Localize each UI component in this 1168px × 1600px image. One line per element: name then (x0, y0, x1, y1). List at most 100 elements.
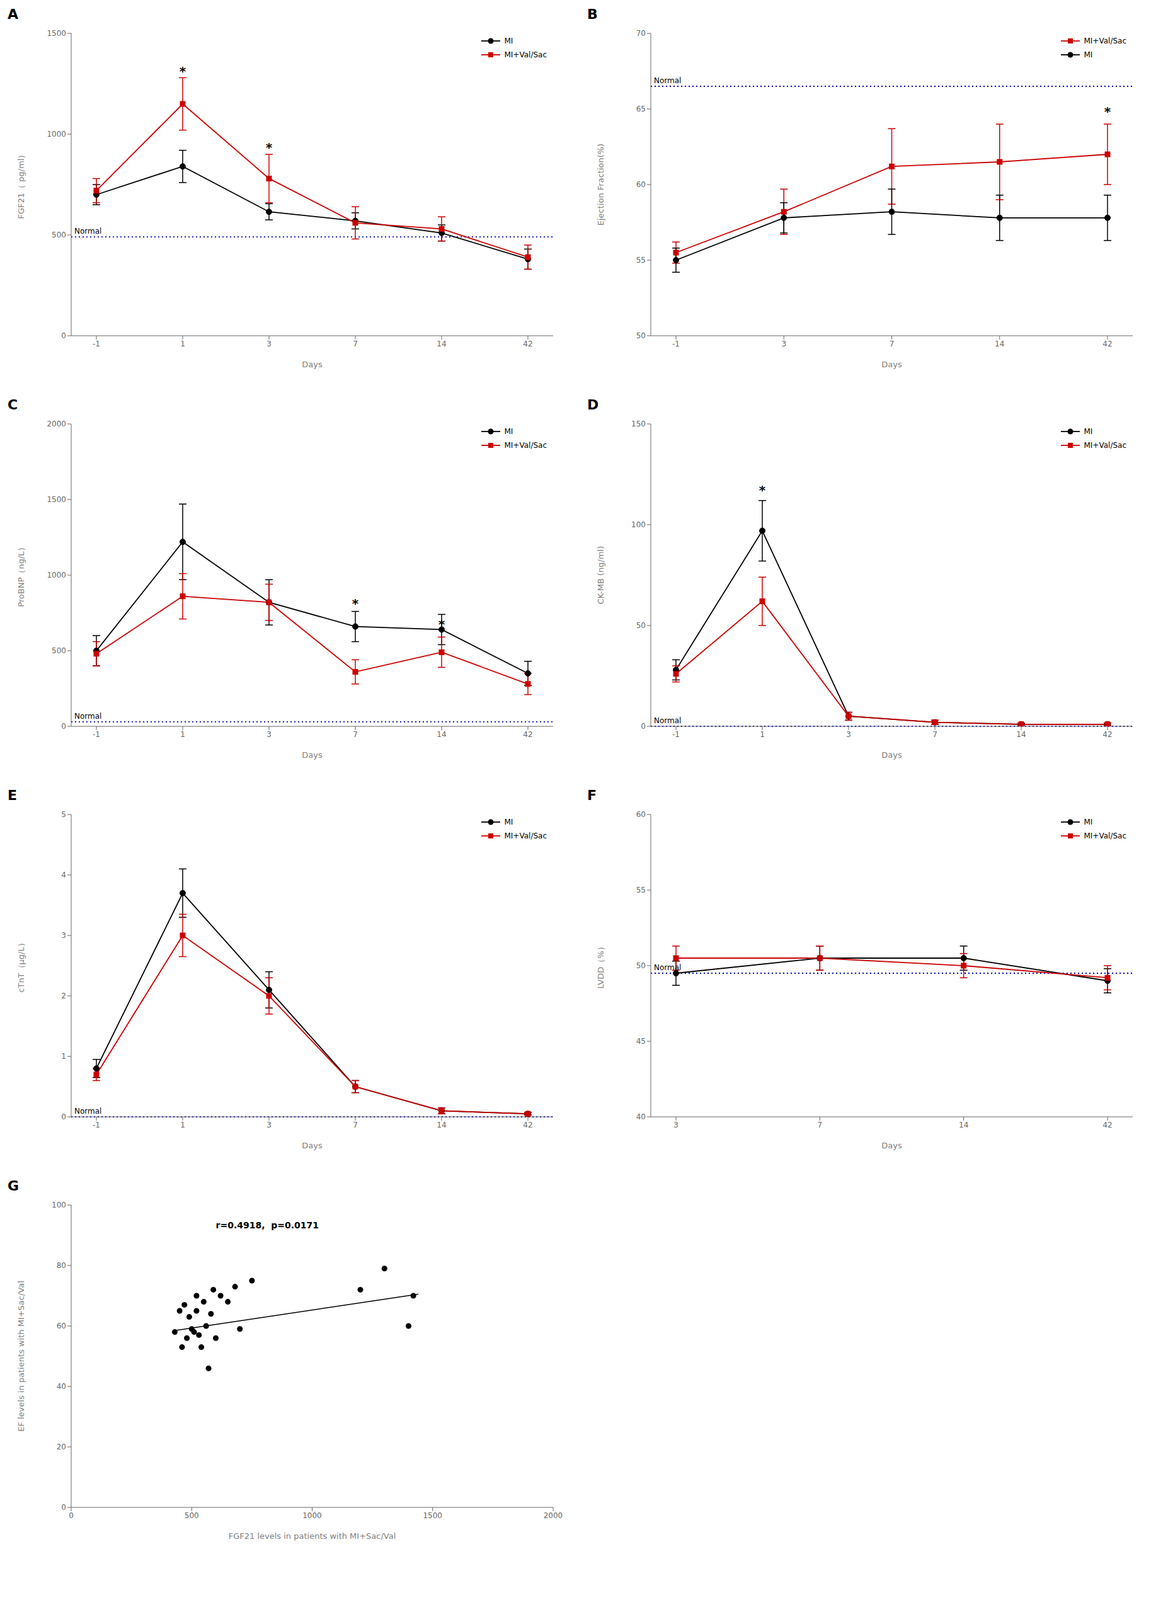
svg-text:1500: 1500 (46, 28, 67, 38)
svg-text:42: 42 (522, 1120, 533, 1130)
svg-text:1: 1 (61, 1052, 67, 1061)
svg-text:60: 60 (636, 810, 646, 819)
svg-text:3: 3 (781, 339, 787, 349)
svg-text:150: 150 (631, 419, 646, 429)
svg-text:LVDD（%）: LVDD（%） (595, 942, 606, 989)
svg-text:45: 45 (636, 1036, 646, 1046)
svg-text:CK-MB (ng/ml): CK-MB (ng/ml) (595, 546, 606, 605)
svg-text:14: 14 (436, 339, 447, 349)
svg-text:40: 40 (56, 1382, 67, 1392)
svg-text:1000: 1000 (46, 129, 67, 139)
svg-text:0: 0 (61, 331, 67, 341)
svg-text:2: 2 (61, 991, 67, 1001)
svg-text:14: 14 (1016, 730, 1026, 739)
svg-text:1500: 1500 (422, 1511, 443, 1521)
svg-text:2000: 2000 (46, 419, 67, 429)
svg-text:EF levels in patients with MI+: EF levels in patients with MI+Sac/Val (16, 1280, 26, 1432)
svg-text:1: 1 (759, 730, 765, 739)
svg-text:*: * (265, 139, 273, 155)
svg-text:3: 3 (673, 1120, 679, 1130)
svg-text:*: * (352, 595, 360, 612)
svg-text:14: 14 (958, 1120, 969, 1130)
svg-text:2000: 2000 (543, 1511, 564, 1521)
svg-text:1: 1 (180, 339, 186, 349)
svg-text:*: * (1104, 103, 1112, 120)
svg-text:FGF21 levels in patients with: FGF21 levels in patients with MI+Sac/Val (228, 1531, 397, 1541)
svg-text:65: 65 (636, 104, 646, 114)
svg-text:7: 7 (352, 730, 358, 739)
svg-text:Normal: Normal (653, 76, 682, 86)
svg-text:Normal: Normal (653, 963, 682, 973)
svg-text:42: 42 (1102, 339, 1112, 349)
svg-text:0: 0 (640, 721, 646, 731)
svg-text:3: 3 (846, 730, 852, 739)
svg-text:20: 20 (56, 1442, 67, 1452)
svg-text:ProBNP（ng/L）: ProBNP（ng/L） (16, 543, 26, 607)
svg-text:0: 0 (68, 1511, 74, 1521)
svg-text:3: 3 (266, 1120, 272, 1130)
svg-text:Normal: Normal (74, 711, 102, 721)
svg-text:Normal: Normal (653, 716, 682, 726)
svg-text:7: 7 (817, 1120, 823, 1130)
svg-text:Normal: Normal (74, 1106, 102, 1116)
html-text:A: A (7, 6, 19, 23)
svg-text:42: 42 (1102, 730, 1112, 739)
svg-text:*: * (179, 63, 187, 79)
svg-text:cTnT（μg/L）: cTnT（μg/L） (16, 938, 26, 993)
svg-text:500: 500 (51, 646, 67, 656)
svg-text:*: * (759, 482, 767, 498)
svg-text:60: 60 (636, 180, 646, 189)
svg-text:3: 3 (61, 931, 67, 940)
svg-text:80: 80 (56, 1261, 67, 1271)
svg-text:FGF21（ pg/ml）: FGF21（ pg/ml） (16, 150, 26, 220)
svg-text:50: 50 (636, 961, 646, 971)
svg-text:50: 50 (636, 331, 646, 341)
svg-text:50: 50 (636, 621, 646, 630)
svg-text:100: 100 (51, 1200, 67, 1210)
svg-text:0: 0 (61, 1112, 67, 1122)
svg-text:4: 4 (61, 870, 67, 880)
svg-text:0: 0 (61, 1503, 67, 1512)
svg-text:1000: 1000 (46, 570, 67, 580)
svg-text:1000: 1000 (302, 1511, 322, 1521)
svg-text:Days: Days (301, 750, 323, 760)
svg-text:1: 1 (180, 730, 186, 739)
svg-text:7: 7 (889, 339, 895, 349)
svg-text:Ejection Fraction(%): Ejection Fraction(%) (595, 143, 606, 226)
svg-text:500: 500 (51, 230, 67, 240)
svg-text:Days: Days (301, 359, 323, 370)
svg-text:-1: -1 (92, 1120, 101, 1130)
svg-text:14: 14 (436, 730, 447, 739)
svg-text:1500: 1500 (46, 495, 67, 504)
svg-text:Normal: Normal (74, 226, 102, 236)
svg-text:-1: -1 (92, 730, 101, 739)
svg-text:Days: Days (881, 750, 903, 760)
svg-text:7: 7 (932, 730, 938, 739)
svg-text:7: 7 (352, 339, 358, 349)
svg-text:-1: -1 (92, 339, 101, 349)
svg-text:55: 55 (636, 255, 646, 265)
svg-text:40: 40 (636, 1112, 646, 1122)
svg-text:Days: Days (301, 1140, 323, 1151)
svg-text:*: * (438, 616, 446, 632)
svg-text:Days: Days (881, 1140, 903, 1151)
svg-text:-1: -1 (672, 339, 680, 349)
svg-text:0: 0 (61, 721, 67, 731)
svg-text:3: 3 (266, 730, 272, 739)
svg-text:42: 42 (1102, 1120, 1112, 1130)
svg-text:42: 42 (522, 339, 533, 349)
svg-text:5: 5 (61, 810, 67, 819)
svg-text:14: 14 (436, 1120, 447, 1130)
svg-text:14: 14 (994, 339, 1005, 349)
svg-text:3: 3 (266, 339, 272, 349)
svg-text:1: 1 (180, 1120, 186, 1130)
svg-text:500: 500 (184, 1511, 200, 1521)
svg-text:60: 60 (56, 1321, 67, 1331)
svg-text:Days: Days (881, 359, 903, 370)
svg-text:70: 70 (636, 28, 646, 38)
svg-text:42: 42 (522, 730, 533, 739)
svg-text:7: 7 (352, 1120, 358, 1130)
svg-text:100: 100 (631, 520, 646, 530)
svg-text:55: 55 (636, 885, 646, 895)
svg-text:-1: -1 (672, 730, 680, 739)
